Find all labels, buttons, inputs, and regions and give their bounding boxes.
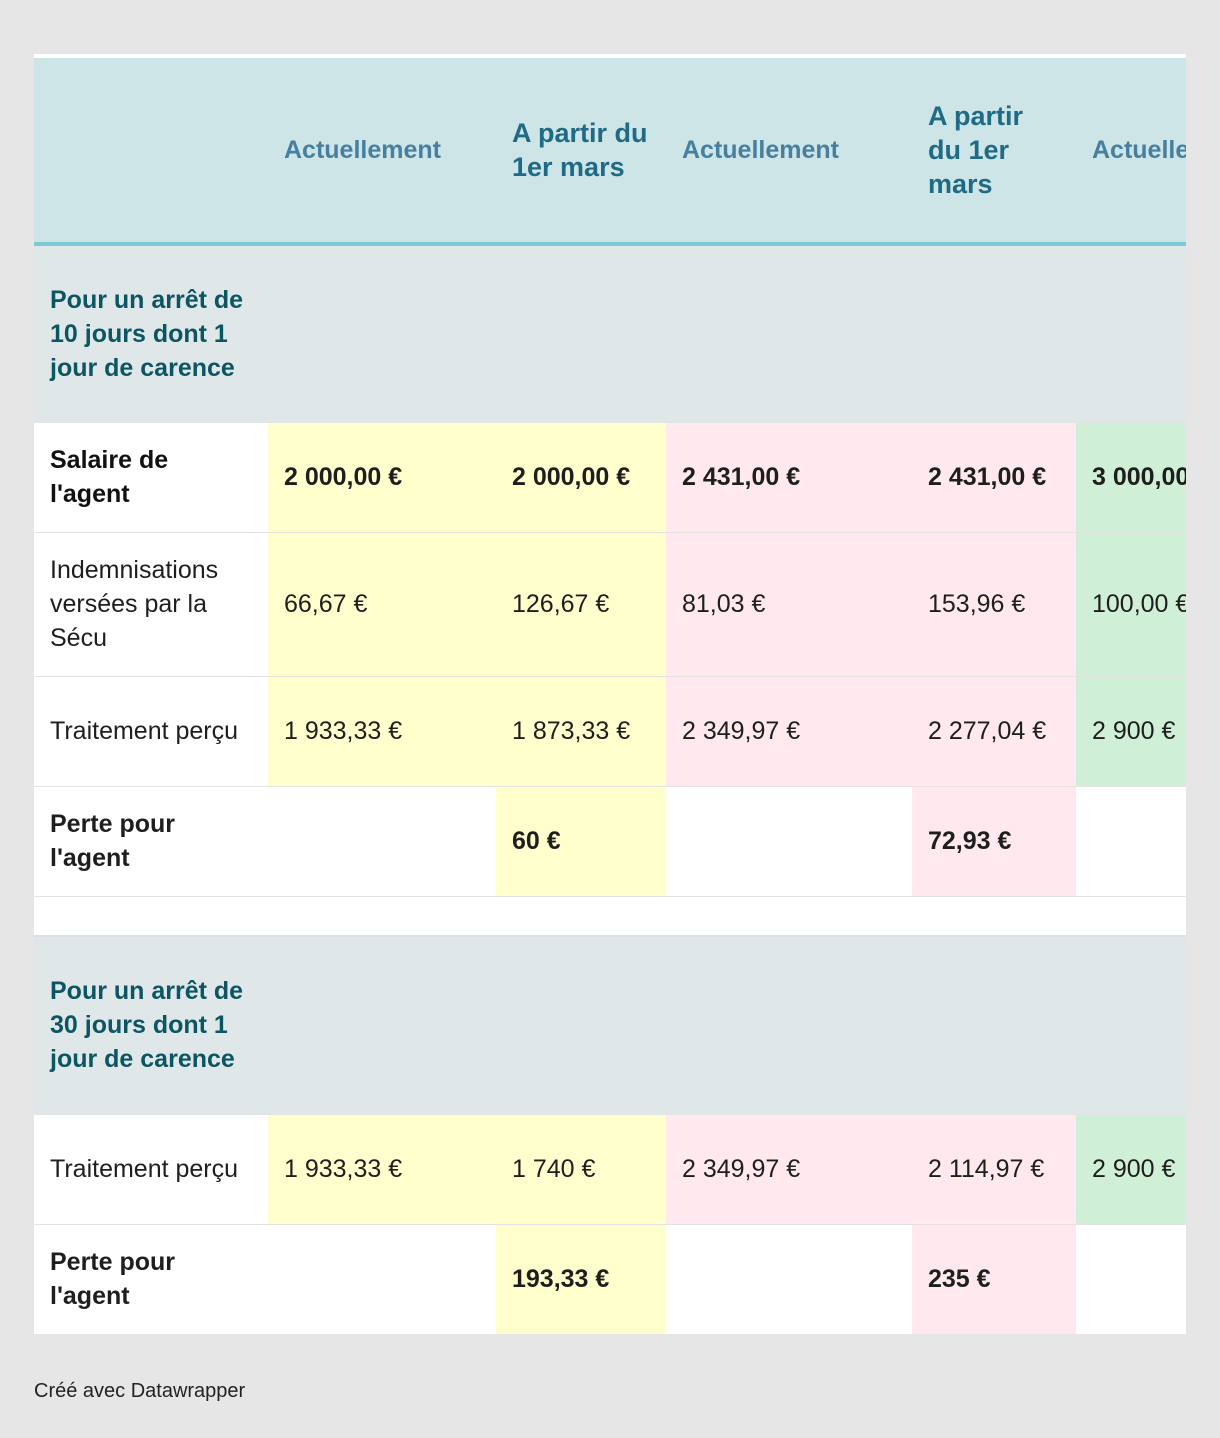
table-cell: 153,96 € bbox=[912, 531, 1076, 676]
table-cell: 2 900 € bbox=[1076, 675, 1186, 786]
table-cell: 2 349,97 € bbox=[666, 1113, 912, 1224]
table-cell: 1 933,33 € bbox=[268, 1113, 496, 1224]
table-cell: 2 431,00 € bbox=[666, 421, 912, 532]
table-cell bbox=[666, 1223, 912, 1334]
table-cell: 2 431,00 € bbox=[912, 421, 1076, 532]
table-cell: 193,33 € bbox=[496, 1223, 666, 1334]
table-cell bbox=[268, 1223, 496, 1334]
table-cell: 2 277,04 € bbox=[912, 675, 1076, 786]
row-label: Perte pour l'agent bbox=[34, 1223, 268, 1334]
table-row-perte: Perte pour l'agent 193,33 € 235 € bbox=[34, 1223, 1186, 1334]
data-table-container: Actuellement A partir du 1er mars Actuel… bbox=[34, 54, 1186, 1334]
table-row-perte: Perte pour l'agent 60 € 72,93 € bbox=[34, 785, 1186, 896]
row-label: Indemnisations versées par la Sécu bbox=[34, 531, 268, 676]
table-cell: 235 € bbox=[912, 1223, 1076, 1334]
header-cell-a-partir-1: A partir du 1er mars bbox=[496, 58, 666, 246]
table-cell bbox=[268, 785, 496, 896]
section-header-row: Pour un arrêt de 10 jours dont 1 jour de… bbox=[34, 243, 1186, 422]
table-cell: 100,00 € bbox=[1076, 531, 1186, 676]
header-row: Actuellement A partir du 1er mars Actuel… bbox=[34, 58, 1186, 246]
table-cell: 2 349,97 € bbox=[666, 675, 912, 786]
table-row-salaire: Salaire de l'agent 2 000,00 € 2 000,00 €… bbox=[34, 421, 1186, 532]
section-title: Pour un arrêt de 10 jours dont 1 jour de… bbox=[34, 243, 268, 422]
table-cell: 60 € bbox=[496, 785, 666, 896]
table-row-traitement: Traitement perçu 1 933,33 € 1 740 € 2 34… bbox=[34, 1113, 1186, 1224]
footer-credit: Créé avec Datawrapper bbox=[34, 1380, 246, 1402]
table-cell: 2 000,00 € bbox=[268, 421, 496, 532]
comparison-table: Actuellement A partir du 1er mars Actuel… bbox=[34, 58, 1186, 1334]
section-header-row: Pour un arrêt de 30 jours dont 1 jour de… bbox=[34, 935, 1186, 1114]
table-cell: 72,93 € bbox=[912, 785, 1076, 896]
row-label: Perte pour l'agent bbox=[34, 785, 268, 896]
table-cell: 2 900 € bbox=[1076, 1113, 1186, 1224]
row-label: Salaire de l'agent bbox=[34, 421, 268, 532]
table-cell: 66,67 € bbox=[268, 531, 496, 676]
table-cell: 3 000,00 € bbox=[1076, 421, 1186, 532]
header-cell-empty bbox=[34, 58, 268, 246]
table-cell: 1 873,33 € bbox=[496, 675, 666, 786]
table-cell: 2 000,00 € bbox=[496, 421, 666, 532]
section-title: Pour un arrêt de 30 jours dont 1 jour de… bbox=[34, 935, 268, 1114]
row-label: Traitement perçu bbox=[34, 675, 268, 786]
table-cell bbox=[1076, 1223, 1186, 1334]
header-cell-actuellement-3: Actuellement bbox=[1076, 58, 1186, 246]
table-cell: 1 933,33 € bbox=[268, 675, 496, 786]
spacer-row bbox=[34, 895, 1186, 937]
header-cell-actuellement-2: Actuellement bbox=[666, 58, 912, 246]
table-cell: 81,03 € bbox=[666, 531, 912, 676]
table-cell bbox=[1076, 785, 1186, 896]
table-row-traitement: Traitement perçu 1 933,33 € 1 873,33 € 2… bbox=[34, 675, 1186, 786]
table-cell: 126,67 € bbox=[496, 531, 666, 676]
table-cell: 2 114,97 € bbox=[912, 1113, 1076, 1224]
table-row-indemnisations: Indemnisations versées par la Sécu 66,67… bbox=[34, 531, 1186, 676]
table-cell bbox=[666, 785, 912, 896]
header-cell-actuellement-1: Actuellement bbox=[268, 58, 496, 246]
row-label: Traitement perçu bbox=[34, 1113, 268, 1224]
table-cell: 1 740 € bbox=[496, 1113, 666, 1224]
header-cell-a-partir-2: A partir du 1er mars bbox=[912, 58, 1076, 246]
